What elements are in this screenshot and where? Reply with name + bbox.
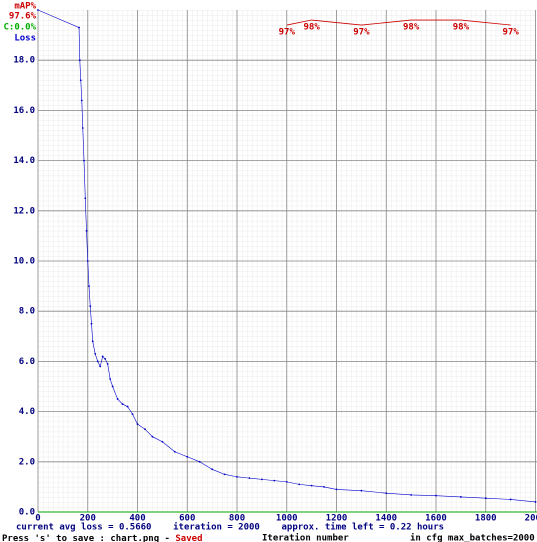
loss-point — [260, 478, 263, 481]
loss-point — [410, 494, 413, 496]
x-tick-label: 400 — [129, 514, 145, 524]
loss-point — [80, 99, 83, 102]
loss-point — [248, 477, 251, 480]
loss-point — [89, 305, 92, 308]
x-tick-label: 1400 — [375, 514, 397, 524]
loss-point — [459, 496, 462, 498]
legend-map-value: 97.6% — [9, 12, 37, 22]
loss-point — [106, 363, 109, 365]
legend-c: C:0.0% — [3, 23, 36, 33]
loss-point — [509, 498, 512, 501]
x-tick-label: 1000 — [276, 514, 298, 524]
loss-point — [211, 468, 214, 471]
y-tick-label: 18.0 — [13, 56, 35, 66]
loss-point — [360, 489, 363, 492]
loss-point — [86, 260, 89, 262]
y-tick-label: 14.0 — [13, 156, 35, 166]
loss-point — [91, 340, 94, 343]
y-tick-label: 10.0 — [13, 257, 35, 267]
y-tick-label: 16.0 — [13, 106, 35, 116]
loss-point — [37, 9, 39, 11]
loss-point — [88, 285, 90, 287]
loss-point — [173, 450, 176, 453]
x-tick-label: 0 — [35, 514, 40, 524]
x-tick-label: 1800 — [475, 514, 497, 524]
y-tick-label: 12.0 — [13, 206, 35, 216]
loss-point — [385, 492, 388, 495]
loss-point — [136, 423, 139, 426]
legend-map: mAP% — [14, 2, 36, 12]
loss-point — [223, 473, 226, 476]
map-label: 98% — [453, 23, 470, 33]
map-label: 98% — [403, 23, 420, 33]
loss-point — [109, 378, 112, 380]
loss-point — [435, 494, 437, 497]
loss-point — [131, 413, 134, 416]
loss-point — [186, 455, 189, 458]
map-line — [286, 19, 511, 26]
loss-point — [335, 488, 338, 491]
loss-point — [79, 79, 82, 82]
loss-point — [116, 398, 119, 400]
legend-loss: Loss — [14, 34, 36, 44]
status-line: current avg loss = 0.5660 iteration = 20… — [16, 522, 444, 533]
map-label: 97% — [502, 28, 519, 38]
y-tick-label: 8.0 — [19, 307, 35, 317]
loss-point — [78, 59, 81, 62]
loss-point — [84, 197, 87, 200]
x-tick-label: 800 — [229, 514, 245, 524]
y-tick-label: 4.0 — [19, 407, 35, 417]
loss-point — [94, 352, 97, 355]
y-tick-label: 0.0 — [19, 508, 35, 518]
loss-point — [96, 360, 99, 363]
x-tick-label: 200 — [80, 514, 96, 524]
saved-text: Saved — [175, 534, 202, 542]
x-axis-label: Iteration number — [262, 533, 349, 542]
x-tick-label: 1600 — [425, 514, 447, 524]
loss-point — [104, 357, 107, 360]
loss-point — [101, 355, 104, 358]
save-text: Press 's' to save : chart.png - Saved — [2, 534, 202, 542]
loss-point — [78, 26, 80, 29]
save-hint: Press 's' to save : chart.png - — [2, 534, 175, 542]
loss-point — [298, 483, 301, 486]
map-label: 97% — [279, 28, 296, 38]
loss-point — [144, 428, 146, 431]
loss-point — [151, 435, 154, 438]
x-tick-label: 600 — [179, 514, 195, 524]
loss-point — [126, 405, 129, 408]
loss-point — [198, 460, 201, 463]
x-tick-label: 2000 — [525, 514, 537, 524]
loss-point — [285, 480, 288, 483]
loss-point — [323, 486, 325, 488]
loss-point — [111, 385, 114, 388]
loss-point — [81, 127, 84, 129]
loss-point — [83, 159, 85, 162]
loss-point — [85, 229, 88, 232]
y-tick-label: 6.0 — [19, 357, 35, 367]
loss-point — [121, 403, 124, 405]
loss-line — [37, 9, 536, 503]
loss-point — [90, 322, 93, 325]
cfg-text: in cfg max_batches=2000 — [410, 533, 535, 542]
loss-point — [99, 365, 102, 368]
loss-point — [236, 475, 238, 478]
y-tick-label: 2.0 — [19, 457, 35, 467]
map-label: 97% — [353, 28, 370, 38]
x-tick-label: 1200 — [326, 514, 348, 524]
loss-point — [310, 484, 313, 487]
loss-point — [273, 479, 276, 482]
map-label: 98% — [303, 23, 320, 33]
loss-point — [161, 440, 164, 443]
loss-point — [534, 501, 537, 503]
loss-point — [484, 497, 487, 500]
